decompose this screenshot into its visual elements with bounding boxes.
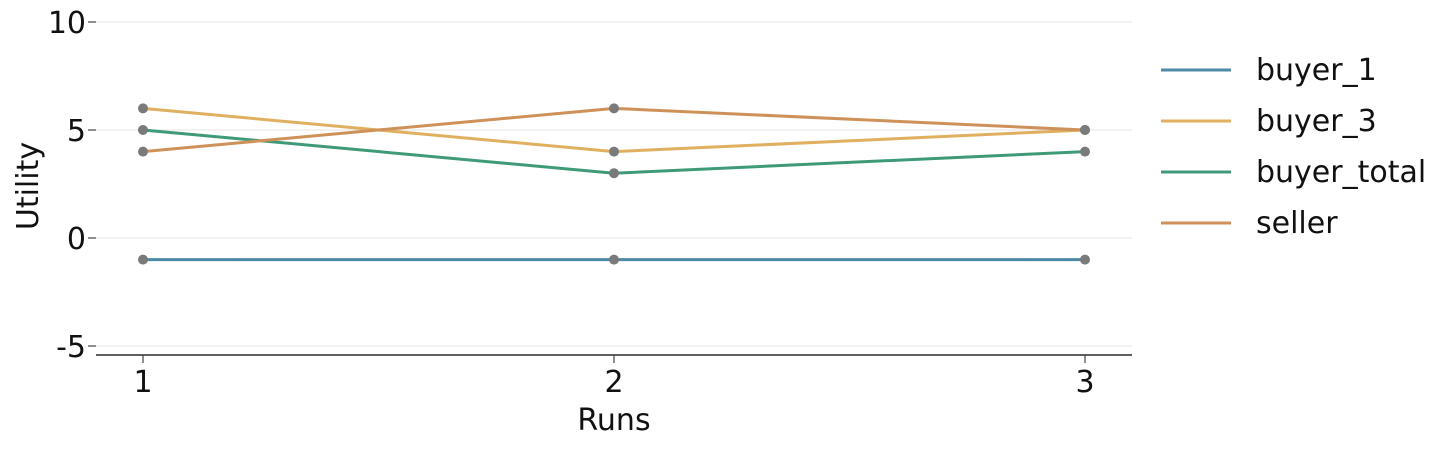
series-lines [141, 106, 1087, 262]
data-points [138, 103, 1090, 265]
y-axis-title: Utility [11, 142, 46, 230]
point-buyer_1-1 [138, 254, 148, 265]
point-buyer_1-3 [1080, 254, 1090, 265]
point-seller-1 [138, 146, 148, 157]
legend-label-buyer_3: buyer_3 [1256, 104, 1377, 139]
point-buyer_total-2 [609, 168, 619, 179]
y-axis-ticks: 10 5 0 -5 [48, 6, 96, 365]
x-tick-label-1: 1 [133, 365, 152, 400]
point-buyer_total-1 [138, 125, 148, 135]
x-tick-label-3: 3 [1075, 365, 1094, 400]
x-axis-ticks: 1 2 3 [133, 355, 1095, 400]
y-tick-label-5: 5 [67, 114, 86, 149]
point-buyer_3-1 [138, 103, 148, 114]
y-tick-label-0: 0 [67, 222, 86, 257]
legend-label-buyer_total: buyer_total [1256, 155, 1426, 190]
legend-label-seller: seller [1256, 206, 1338, 241]
point-buyer_total-3 [1080, 146, 1090, 157]
y-tick-label--5: -5 [56, 330, 86, 365]
gridlines [96, 21, 1132, 347]
x-tick-label-2: 2 [604, 365, 623, 400]
x-axis-title: Runs [577, 403, 650, 438]
y-tick-label-10: 10 [48, 6, 86, 41]
point-buyer_1-2 [609, 254, 619, 265]
point-seller-3 [1080, 125, 1090, 135]
legend-label-buyer_1: buyer_1 [1256, 53, 1377, 88]
point-seller-2 [609, 103, 619, 114]
point-buyer_3-2 [609, 146, 619, 157]
